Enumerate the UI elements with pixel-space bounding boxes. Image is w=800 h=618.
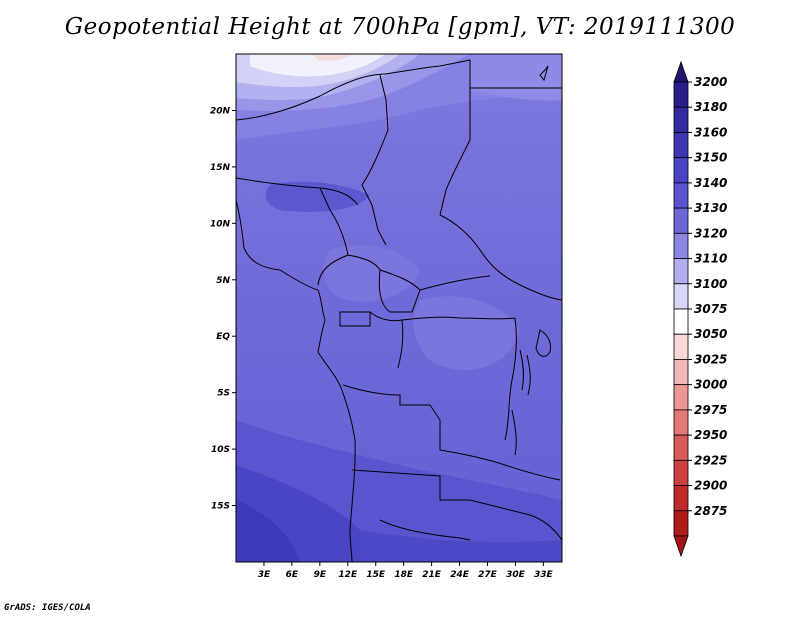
lat-tick-label: 10N (210, 219, 231, 229)
lat-tick-label: EQ (216, 332, 230, 342)
colorbar-level-label: 3100 (694, 277, 727, 291)
colorbar-swatch (673, 510, 689, 537)
colorbar-level-label: 2950 (694, 428, 727, 442)
lon-tick-label: 15E (366, 570, 386, 580)
colorbar-level-label: 2875 (694, 504, 727, 518)
colorbar-swatch (673, 106, 689, 133)
colorbar-level-label: 3150 (694, 151, 727, 165)
map-title: Geopotential Height at 700hPa [gpm], VT:… (64, 14, 736, 40)
lon-tick-label: 21E (422, 570, 442, 580)
colorbar-swatch (673, 258, 689, 285)
colorbar-swatch (673, 333, 689, 360)
colorbar-swatch (673, 359, 689, 386)
colorbar-level-label: 2975 (694, 403, 727, 417)
colorbar-swatch (673, 434, 689, 461)
lat-tick-label: 10S (211, 445, 230, 455)
colorbar-level-label: 3075 (694, 302, 727, 316)
map-frame (235, 53, 563, 563)
colorbar-level-label: 3140 (694, 176, 727, 190)
lat-tick-label: 20N (210, 106, 231, 116)
colorbar-level-label: 3130 (694, 201, 727, 215)
lat-tick-label: 5S (217, 389, 230, 399)
lon-tick-label: 12E (338, 570, 358, 580)
lon-tick-label: 33E (534, 570, 554, 580)
colorbar-swatch (673, 308, 689, 335)
colorbar-swatch (673, 207, 689, 234)
colorbar-swatch (673, 157, 689, 184)
colorbar-level-label: 3110 (694, 252, 727, 266)
lat-tick-label: 5N (216, 276, 230, 286)
latitude-axis: 20N 15N 10N 5N EQ 5S 10S 15S (210, 106, 236, 512)
colorbar-level-label: 3200 (694, 75, 727, 89)
colorbar-swatch (673, 459, 689, 486)
colorbar: 3200 3180 3160 3150 3140 3130 3120 3110 3100 3075… (673, 60, 727, 558)
longitude-axis: 3E 6E 9E 12E 15E 18E 21E 24E 27E 30E 33E (258, 562, 554, 580)
colorbar-level-label: 3025 (694, 352, 727, 366)
lon-tick-label: 27E (478, 570, 498, 580)
colorbar-top-arrow (673, 60, 689, 83)
lon-tick-label: 18E (394, 570, 414, 580)
colorbar-bottom-arrow (673, 535, 689, 558)
colorbar-swatch (673, 409, 689, 436)
colorbar-level-label: 3000 (694, 378, 727, 392)
lon-tick-label: 3E (258, 570, 271, 580)
lat-tick-label: 15S (211, 502, 230, 512)
colorbar-swatch (673, 81, 689, 108)
colorbar-swatch (673, 384, 689, 411)
colorbar-swatch (673, 283, 689, 310)
colorbar-level-label: 2900 (694, 479, 727, 493)
colorbar-level-label: 3120 (694, 226, 727, 240)
colorbar-swatch (673, 485, 689, 512)
colorbar-level-label: 3180 (694, 100, 727, 114)
lon-tick-label: 6E (286, 570, 299, 580)
colorbar-level-label: 3160 (694, 125, 727, 139)
colorbar-level-label: 2925 (694, 453, 727, 467)
lat-tick-label: 15N (210, 163, 231, 173)
colorbar-swatch (673, 132, 689, 159)
colorbar-swatch (673, 182, 689, 209)
contour-field (236, 54, 562, 562)
lon-tick-label: 9E (314, 570, 327, 580)
grads-credit: GrADS: IGES/COLA (4, 603, 91, 613)
lon-tick-label: 24E (450, 570, 470, 580)
lon-tick-label: 30E (506, 570, 526, 580)
colorbar-swatch (673, 232, 689, 259)
colorbar-level-label: 3050 (694, 327, 727, 341)
